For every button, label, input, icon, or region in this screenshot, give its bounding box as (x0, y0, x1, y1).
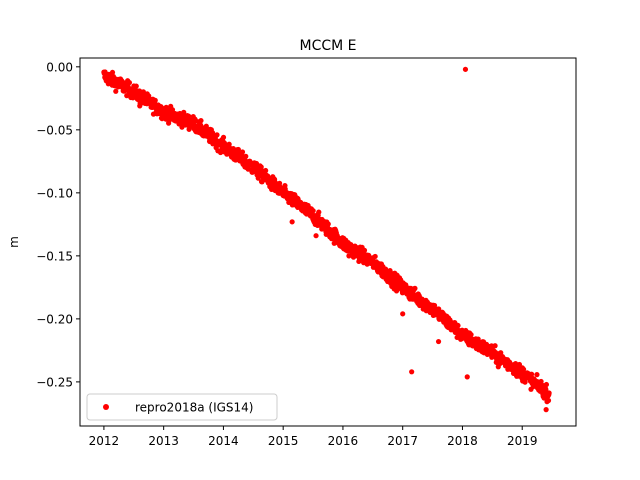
x-tick-label: 2019 (507, 434, 538, 448)
y-tick-label: −0.05 (36, 123, 73, 137)
y-axis: 0.00 −0.05 −0.10 −0.15 −0.20 −0.25 (36, 60, 80, 389)
data-point (543, 381, 550, 388)
y-tick-label: −0.25 (36, 375, 73, 389)
x-axis: 2012 2013 2014 2015 2016 2017 2018 2019 (89, 426, 538, 448)
plot-frame (79, 57, 577, 427)
data-point (534, 372, 540, 378)
data-point-outlier (409, 369, 415, 375)
data-point (113, 88, 119, 94)
data-point-outlier (495, 364, 501, 370)
x-tick-label: 2018 (447, 434, 478, 448)
data-point (109, 69, 116, 76)
x-tick-label: 2015 (268, 434, 299, 448)
data-point (220, 134, 227, 140)
y-tick-label: −0.15 (36, 249, 73, 263)
data-point (316, 209, 322, 215)
data-point (152, 97, 158, 103)
data-point-outlier (462, 66, 469, 72)
y-axis-label: m (7, 236, 21, 248)
chart-title: MCCM E (299, 38, 356, 54)
data-point (393, 288, 400, 294)
data-point-outlier (289, 219, 295, 225)
data-point (522, 379, 528, 385)
data-point-outlier (543, 407, 549, 413)
data-point (198, 118, 204, 124)
data-point (310, 208, 316, 214)
data-point-outlier (400, 311, 406, 317)
data-point (133, 83, 139, 89)
data-points (101, 66, 552, 413)
legend-marker (103, 404, 109, 410)
data-point (545, 397, 552, 404)
data-point (372, 253, 378, 260)
data-point (546, 390, 552, 396)
data-point (235, 146, 241, 153)
data-point (243, 153, 249, 159)
data-point (214, 132, 220, 138)
data-point (226, 141, 232, 147)
data-point (209, 130, 216, 136)
data-point (431, 302, 438, 309)
data-point (529, 371, 535, 377)
legend-box (86, 393, 278, 421)
data-point (468, 331, 474, 338)
x-tick-label: 2016 (328, 434, 359, 448)
y-tick-label: −0.20 (36, 312, 73, 326)
data-point (263, 167, 269, 174)
data-point-outlier (346, 253, 352, 259)
y-tick-label: −0.10 (36, 186, 73, 200)
data-point-outlier (340, 244, 346, 250)
x-tick-label: 2017 (387, 434, 418, 448)
data-point-outlier (435, 338, 442, 345)
data-point (498, 350, 504, 356)
data-point (239, 149, 246, 155)
x-tick-label: 2014 (208, 434, 239, 448)
legend-entry-label: repro2018a (IGS14) (135, 401, 253, 415)
data-point (361, 247, 368, 253)
data-point-outlier (313, 233, 319, 239)
y-tick-label: 0.00 (46, 60, 73, 74)
x-tick-label: 2012 (89, 434, 120, 448)
data-point (492, 343, 498, 349)
data-point (325, 221, 331, 227)
data-point (412, 285, 418, 291)
data-point (382, 266, 389, 272)
data-point (516, 361, 523, 368)
data-point (520, 366, 527, 372)
data-point-outlier (137, 103, 143, 109)
data-point-outlier (464, 374, 470, 380)
data-point (126, 79, 133, 86)
data-point (538, 378, 544, 385)
data-point (455, 323, 461, 329)
legend: repro2018a (IGS14) (86, 393, 278, 421)
x-tick-label: 2013 (148, 434, 179, 448)
